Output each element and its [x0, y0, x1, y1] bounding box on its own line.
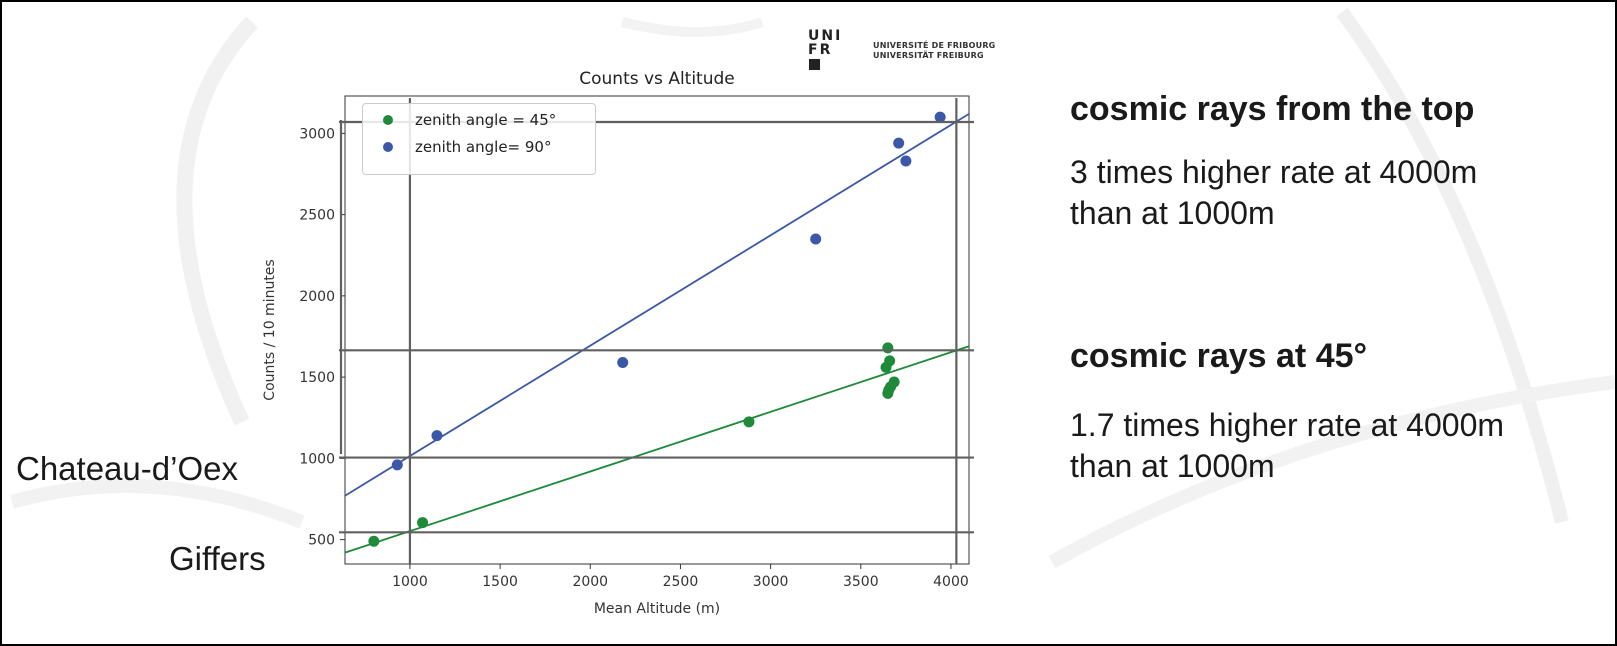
- heading-top-rays: cosmic rays from the top: [1070, 90, 1475, 128]
- chart-title: Counts vs Altitude: [579, 69, 735, 89]
- y-tick-label: 3000: [299, 126, 335, 142]
- university-logo: UNI FR: [808, 26, 868, 77]
- data-point-series-0: [880, 361, 892, 373]
- data-point-series-0: [888, 376, 900, 388]
- chart-legend: zenith angle = 45° zenith angle= 90°: [362, 103, 596, 175]
- data-point-series-0: [882, 387, 894, 399]
- data-point-series-1: [617, 357, 629, 368]
- text-45-rays-line-2: than at 1000m: [1070, 448, 1275, 484]
- legend-label-90: zenith angle= 90°: [415, 138, 552, 156]
- y-axis-label: Counts / 10 minutes: [262, 259, 278, 400]
- fit-line-series-1: [345, 113, 969, 497]
- text-top-rays-line-1: 3 times higher rate at 4000m: [1070, 154, 1478, 190]
- data-points-layer: [368, 111, 946, 547]
- data-point-series-1: [900, 155, 912, 167]
- x-tick-label: 2500: [663, 574, 699, 590]
- x-tick-label: 2000: [572, 574, 608, 590]
- x-tick-label: 1500: [482, 574, 518, 590]
- x-tick-label: 3500: [843, 574, 879, 590]
- y-tick-label: 1500: [299, 370, 335, 386]
- axis-labels-layer: 1000 1500 2000 2500 3000 3500 4000 500 1000 1500 2…: [262, 69, 969, 617]
- text-45-rays: 1.7 times higher rate at 4000m than at 1…: [1070, 405, 1504, 487]
- data-point-series-0: [417, 517, 429, 529]
- text-45-rays-line-1: 1.7 times higher rate at 4000m: [1070, 407, 1505, 443]
- fit-lines-layer: [345, 113, 969, 554]
- data-point-series-1: [893, 137, 905, 149]
- y-tick-label: 2500: [299, 208, 335, 224]
- data-point-series-1: [934, 111, 946, 123]
- logo-text: UNIVERSITÉ DE FRIBOURG UNIVERSITÄT FREIB…: [873, 41, 995, 61]
- legend-marker-90: [383, 142, 393, 152]
- label-giffers: Giffers: [169, 540, 266, 577]
- data-point-series-0: [368, 535, 380, 547]
- y-tick-label: 2000: [299, 289, 335, 305]
- y-tick-label: 500: [308, 533, 335, 549]
- data-point-series-1: [391, 459, 403, 471]
- x-tick-label: 4000: [933, 574, 969, 590]
- fit-line-series-0: [345, 345, 969, 554]
- legend-label-45: zenith angle = 45°: [415, 111, 557, 129]
- text-top-rays: 3 times higher rate at 4000m than at 100…: [1070, 152, 1477, 234]
- data-point-series-1: [810, 233, 822, 245]
- reference-lines-layer: [339, 98, 974, 564]
- svg-text:UNI: UNI: [808, 28, 842, 44]
- y-tick-label: 1000: [299, 451, 335, 467]
- x-tick-label: 1000: [392, 574, 428, 590]
- data-point-series-0: [743, 416, 755, 428]
- legend-item-45: zenith angle = 45°: [363, 110, 556, 130]
- data-point-series-0: [882, 342, 894, 354]
- legend-item-90: zenith angle= 90°: [363, 137, 551, 157]
- text-top-rays-line-2: than at 1000m: [1070, 195, 1275, 231]
- legend-marker-45: [383, 115, 393, 125]
- label-chateau-doex: Chateau-d’Oex: [16, 450, 238, 487]
- x-axis-label: Mean Altitude (m): [594, 601, 720, 617]
- data-point-series-1: [431, 430, 443, 442]
- plot-frame: [344, 95, 970, 565]
- heading-45-rays: cosmic rays at 45°: [1070, 337, 1368, 375]
- logo-text-line-1: UNIVERSITÉ DE FRIBOURG: [873, 41, 996, 50]
- logo-text-line-2: UNIVERSITÄT FREIBURG: [873, 51, 984, 60]
- logo-mark: UNI FR: [808, 28, 842, 70]
- x-tick-label: 3000: [753, 574, 789, 590]
- svg-text:FR: FR: [808, 42, 832, 58]
